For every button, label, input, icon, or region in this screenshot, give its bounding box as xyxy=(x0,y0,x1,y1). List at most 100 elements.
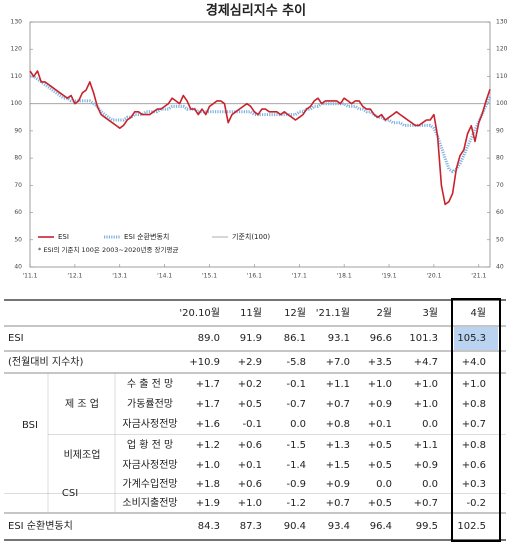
cell: -0.9 xyxy=(286,479,306,490)
cell: +4.7 xyxy=(414,357,438,368)
row-label: ESI xyxy=(8,333,24,344)
y2-tick-label: 120 xyxy=(496,46,508,53)
y-tick-label: 80 xyxy=(14,155,22,162)
cell: -0.2 xyxy=(466,498,486,509)
cell: +4.0 xyxy=(462,357,486,368)
cell: +1.6 xyxy=(196,419,220,430)
cell: 0.0 xyxy=(376,479,392,490)
highlight-cell xyxy=(454,327,498,350)
y2-tick-label: 40 xyxy=(496,264,504,271)
y2-tick-label: 80 xyxy=(496,155,504,162)
cell: 96.6 xyxy=(370,333,392,344)
cell: +0.9 xyxy=(326,479,350,490)
cell: +0.3 xyxy=(462,479,486,490)
x-tick-label: '15.1 xyxy=(202,273,217,280)
chart-note: * ESI의 기준치 100은 2003~2020년중 장기평균 xyxy=(38,245,178,254)
plot-frame xyxy=(29,21,491,268)
cell: -0.1 xyxy=(242,419,262,430)
cell: +0.2 xyxy=(238,379,262,390)
cell: +0.5 xyxy=(368,498,392,509)
cell: +1.9 xyxy=(196,498,220,509)
cell: +0.6 xyxy=(462,460,486,471)
cell: +0.8 xyxy=(326,419,350,430)
cell: 93.4 xyxy=(328,521,350,532)
column-header: '21.1월 xyxy=(316,307,350,319)
y-tick-label: 40 xyxy=(14,264,22,271)
legend-box xyxy=(34,228,266,258)
cell: +1.7 xyxy=(196,399,220,410)
cell: -0.7 xyxy=(286,399,306,410)
cell: 105.3 xyxy=(457,333,486,344)
cell: 0.0 xyxy=(422,419,438,430)
cell: +2.9 xyxy=(238,357,262,368)
x-tick-label: '11.1 xyxy=(22,273,37,280)
row-label: ESI 순환변동치 xyxy=(8,520,73,532)
cell: +0.9 xyxy=(414,460,438,471)
section-label: BSI xyxy=(22,420,38,431)
cell: +1.8 xyxy=(196,479,220,490)
cell: +10.9 xyxy=(189,357,220,368)
column-header: 3월 xyxy=(422,307,438,319)
legend-label: ESI 순환변동치 xyxy=(124,232,169,241)
cell: +0.7 xyxy=(462,419,486,430)
cell: +0.1 xyxy=(238,460,262,471)
y-tick-label: 50 xyxy=(14,236,22,243)
cell: +0.6 xyxy=(238,479,262,490)
x-tick-label: '17.1 xyxy=(292,273,307,280)
row-label: 가동률전망 xyxy=(127,398,173,410)
legend-label: 기준치(100) xyxy=(232,232,270,241)
row-label: 업 황 전 망 xyxy=(127,438,173,451)
x-tick-label: '14.1 xyxy=(157,273,172,280)
cell: +0.5 xyxy=(238,399,262,410)
cell: +1.7 xyxy=(196,379,220,390)
cell: +1.1 xyxy=(414,440,438,451)
chart-title: 경제심리지수 추이 xyxy=(206,3,306,19)
cell: 99.5 xyxy=(416,521,438,532)
y2-tick-label: 130 xyxy=(496,19,508,26)
cell: +1.2 xyxy=(196,440,220,451)
cell: 102.5 xyxy=(457,521,486,532)
row-label: 가계수입전망 xyxy=(122,477,177,490)
column-header: 4월 xyxy=(470,307,486,319)
y-tick-label: 70 xyxy=(14,182,22,189)
cell: 91.9 xyxy=(240,333,262,344)
subsection-label: 비제조업 xyxy=(64,448,101,461)
cell: +1.0 xyxy=(462,379,486,390)
y-tick-label: 100 xyxy=(11,100,23,107)
row-label: 수 출 전 망 xyxy=(127,378,173,390)
legend-label: ESI xyxy=(58,233,69,241)
cell: 87.3 xyxy=(240,521,262,532)
y2-tick-label: 60 xyxy=(496,209,504,216)
cell: -1.4 xyxy=(286,460,306,471)
cell: +0.5 xyxy=(368,440,392,451)
series-line xyxy=(30,74,492,174)
cell: +0.7 xyxy=(326,399,350,410)
cell: +1.0 xyxy=(414,399,438,410)
y2-tick-label: 50 xyxy=(496,236,504,243)
x-tick-label: '21.1 xyxy=(471,273,486,280)
cell: +0.8 xyxy=(462,399,486,410)
cell: 84.3 xyxy=(198,521,220,532)
series-line xyxy=(29,70,491,206)
highlight-column xyxy=(451,298,501,542)
cell: -1.2 xyxy=(286,498,306,509)
y-tick-label: 60 xyxy=(14,209,22,216)
y-tick-label: 120 xyxy=(11,46,23,53)
cell: +0.6 xyxy=(238,440,262,451)
cell: 0.0 xyxy=(422,479,438,490)
y2-tick-label: 100 xyxy=(496,100,508,107)
y-tick-label: 130 xyxy=(11,19,23,26)
cell: 86.1 xyxy=(284,333,306,344)
row-label: 자금사정전망 xyxy=(122,459,177,471)
x-tick-label: '20.1 xyxy=(426,273,441,280)
cell: 89.0 xyxy=(198,333,220,344)
column-header: 2월 xyxy=(376,307,392,319)
cell: +1.3 xyxy=(326,440,350,451)
y-tick-label: 90 xyxy=(14,127,22,134)
cell: 0.0 xyxy=(290,419,306,430)
cell: +0.9 xyxy=(368,399,392,410)
cell: 90.4 xyxy=(284,521,306,532)
cell: -1.5 xyxy=(286,440,306,451)
y2-tick-label: 110 xyxy=(496,73,508,80)
